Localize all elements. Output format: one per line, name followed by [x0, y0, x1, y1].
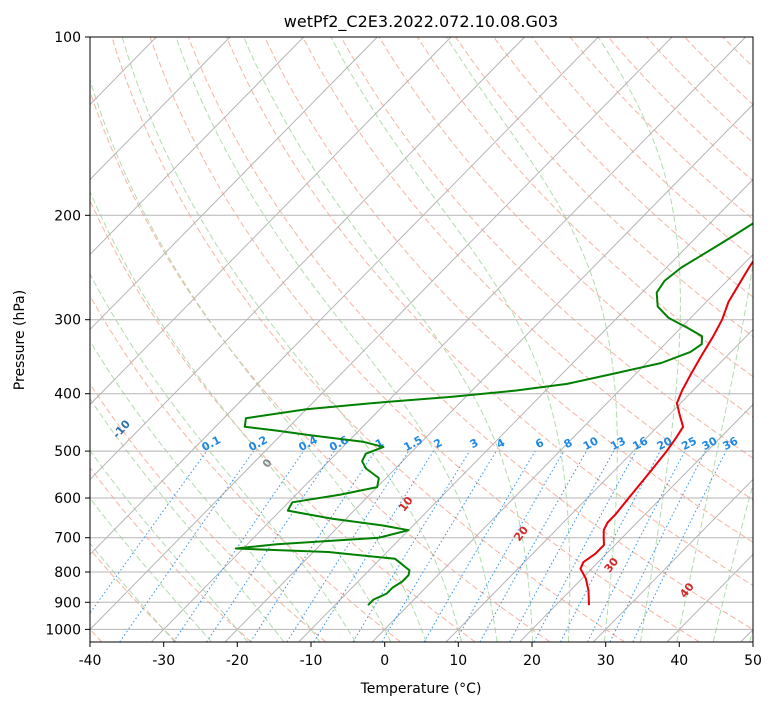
dry-adiabat	[90, 383, 327, 642]
x-tick-label: 50	[744, 653, 762, 669]
moist-adiabat	[676, 260, 753, 642]
moist-adiabat	[121, 37, 462, 642]
x-tick-label: 0	[380, 653, 389, 669]
dry-adiabat	[569, 37, 753, 220]
dry-adiabat	[455, 37, 753, 338]
x-axis-title: Temperature (°C)	[360, 681, 482, 697]
mixing-ratio-line	[172, 450, 305, 642]
sounding-profiles	[234, 222, 753, 606]
isotherm-line	[445, 328, 753, 642]
y-tick-label: 500	[54, 444, 81, 460]
background-lines	[90, 37, 753, 642]
dry-adiabat	[607, 37, 753, 182]
mixing-ratio-line	[90, 450, 208, 614]
isotherm-line	[90, 37, 599, 556]
x-tick-label: -40	[79, 653, 102, 669]
moist-adiabat	[90, 449, 249, 642]
dry-adiabat	[531, 37, 753, 259]
isotherm-line	[519, 403, 753, 642]
y-axis-ticks: 100 200 300 400 500 600 700 800 900 1000	[45, 30, 90, 638]
moist-adiabat	[90, 542, 176, 642]
y-axis-title: Pressure (hPa)	[12, 290, 28, 390]
moist-adiabat	[243, 37, 534, 642]
moist-adiabat	[90, 273, 356, 642]
y-tick-label: 900	[54, 595, 81, 611]
temperature-profile-line	[579, 259, 753, 606]
isotherm-line	[592, 478, 753, 642]
mixing-ratio-line	[119, 450, 255, 642]
isotherm-line	[90, 37, 673, 631]
isotherm-line	[90, 37, 231, 181]
dry-adiabat	[149, 37, 700, 642]
mixing-ratio-label: 30	[700, 434, 720, 453]
mixing-ratio-label: 25	[679, 434, 699, 453]
x-tick-label: 20	[523, 653, 541, 669]
isotherm-line	[90, 37, 452, 406]
isotherm-line	[90, 37, 525, 481]
mixing-ratio-label: 36	[721, 434, 741, 453]
x-tick-label: -30	[152, 653, 175, 669]
moist-adiabat	[90, 397, 285, 642]
x-tick-label: -20	[226, 653, 249, 669]
y-tick-label: 700	[54, 531, 81, 547]
dry-adiabat	[646, 37, 753, 144]
moist-adiabat	[597, 37, 681, 642]
y-tick-label: 400	[54, 387, 81, 403]
dry-adiabat	[111, 37, 625, 642]
isotherm-line	[371, 253, 753, 642]
dry-adiabat	[493, 37, 753, 298]
mixing-ratio-label: 16	[630, 434, 650, 453]
mixing-ratio-line	[632, 450, 727, 642]
mixing-ratio-label: 10	[581, 434, 601, 453]
mixing-ratio-line	[381, 450, 497, 642]
dry-adiabat	[90, 294, 401, 642]
moist-adiabat	[90, 497, 212, 642]
mixing-ratio-label: 13	[608, 434, 628, 453]
dry-adiabat	[264, 37, 753, 543]
mixing-ratio-line	[454, 450, 565, 642]
dry-adiabat	[187, 37, 753, 631]
mixing-ratio-line	[286, 450, 410, 642]
dry-adiabat	[416, 37, 753, 378]
dry-adiabat	[378, 37, 753, 418]
mixing-ratio-line	[423, 450, 536, 642]
y-tick-label: 600	[54, 491, 81, 507]
x-tick-label: 10	[449, 653, 467, 669]
isotherm-line	[150, 37, 746, 642]
y-tick-label: 800	[54, 565, 81, 581]
x-tick-label: 30	[597, 653, 615, 669]
mixing-ratio-line	[313, 450, 434, 642]
dry-adiabat	[90, 199, 476, 642]
isotherm-line	[90, 37, 304, 256]
y-tick-label: 100	[54, 30, 81, 46]
x-axis-ticks: -40 -30 -20 -10 0 10 20 30 40 50	[79, 642, 762, 669]
mixing-ratio-line	[533, 450, 637, 642]
y-tick-label: 1000	[45, 622, 81, 638]
mixing-ratio-line	[479, 450, 587, 642]
mixing-ratio-line	[509, 450, 615, 642]
x-tick-label: -10	[300, 653, 323, 669]
moist-adiabat	[445, 37, 618, 642]
isotherm-line	[90, 37, 378, 331]
moist-adiabat	[90, 78, 427, 642]
mixing-ratio-line	[352, 450, 471, 642]
y-tick-label: 300	[54, 313, 81, 329]
y-tick-label: 200	[54, 208, 81, 224]
moist-adiabat	[90, 190, 392, 642]
x-tick-label: 40	[670, 653, 688, 669]
moist-adiabat	[90, 339, 321, 642]
dewpoint-profile-line	[234, 222, 753, 606]
isotherm-line	[298, 178, 753, 642]
plot-frame	[89, 36, 754, 643]
chart-title: wetPf2_C2E3.2022.072.10.08.G03	[284, 12, 558, 32]
dry-adiabat	[90, 90, 551, 642]
